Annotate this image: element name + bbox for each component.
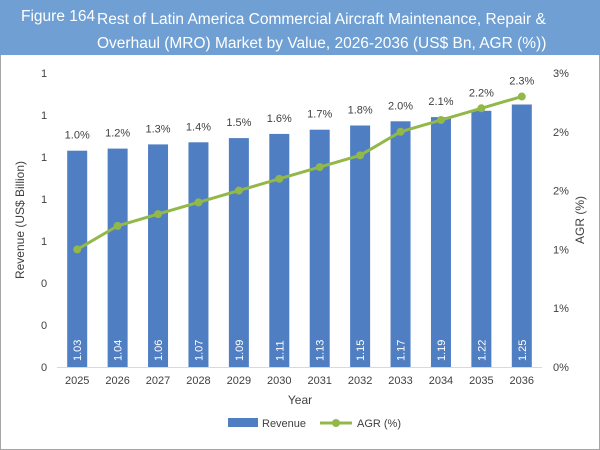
revenue-data-label: 1.13: [315, 340, 327, 361]
agr-data-label: 1.0%: [65, 130, 90, 142]
title-bar: Figure 164 Rest of Latin America Commerc…: [0, 0, 600, 55]
x-tick-label: 2034: [429, 375, 453, 387]
y-tick-label: 1: [41, 194, 47, 206]
revenue-bar: [350, 125, 371, 367]
revenue-bar: [67, 150, 88, 367]
x-tick-label: 2025: [65, 375, 89, 387]
legend-agr-marker: [332, 419, 340, 427]
revenue-bar: [390, 121, 411, 367]
revenue-data-label: 1.17: [396, 340, 408, 361]
y-tick-label: 0: [41, 320, 47, 332]
legend-revenue-swatch: [228, 418, 258, 427]
agr-point: [73, 245, 82, 254]
revenue-bar: [430, 117, 451, 367]
x-tick-label: 2035: [469, 375, 493, 387]
agr-point: [315, 163, 324, 172]
agr-data-label: 2.2%: [469, 87, 494, 99]
agr-data-label: 1.3%: [146, 123, 171, 135]
y-tick-label: 1: [41, 68, 47, 80]
agr-data-label: 1.6%: [267, 113, 292, 125]
y2-tick-label: 3%: [553, 68, 569, 80]
x-tick-label: 2029: [227, 375, 251, 387]
x-tick-label: 2026: [105, 375, 129, 387]
x-tick-label: 2028: [186, 375, 210, 387]
x-tick-label: 2027: [146, 375, 170, 387]
agr-point: [436, 116, 445, 125]
figure-label: Figure 164: [21, 8, 96, 25]
revenue-bar: [228, 138, 249, 367]
revenue-data-label: 1.04: [113, 340, 125, 361]
x-tick-label: 2036: [510, 375, 534, 387]
y2-tick-label: 0%: [553, 362, 569, 374]
y2-tick-label: 2%: [553, 127, 569, 139]
agr-data-label: 1.2%: [105, 128, 130, 140]
y-tick-label: 1: [41, 152, 47, 164]
y-tick-label: 1: [41, 236, 47, 248]
chart-title: Rest of Latin America Commercial Aircraf…: [97, 11, 547, 52]
revenue-data-label: 1.15: [355, 340, 367, 361]
y2-tick-label: 2%: [553, 186, 569, 198]
agr-point: [113, 221, 122, 230]
revenue-data-label: 1.03: [72, 340, 84, 361]
legend-revenue-label: Revenue: [262, 418, 306, 430]
agr-point: [396, 127, 405, 136]
revenue-data-label: 1.19: [436, 340, 448, 361]
agr-point: [275, 174, 284, 183]
agr-data-label: 2.0%: [388, 100, 413, 112]
y-tick-label: 0: [41, 362, 47, 374]
x-tick-label: 2031: [307, 375, 331, 387]
agr-point: [154, 210, 163, 219]
agr-data-label: 1.5%: [226, 117, 251, 129]
x-tick-label: 2030: [267, 375, 291, 387]
revenue-bar: [148, 144, 169, 367]
agr-data-label: 1.7%: [307, 109, 332, 121]
revenue-data-label: 1.09: [234, 340, 246, 361]
agr-data-label: 1.4%: [186, 121, 211, 133]
x-axis-title: Year: [288, 393, 312, 407]
revenue-bar: [511, 104, 532, 367]
x-tick-label: 2033: [388, 375, 412, 387]
y-axis-title: Revenue (US$ Billion): [13, 161, 27, 279]
revenue-data-label: 1.11: [274, 340, 286, 361]
revenue-data-label: 1.06: [153, 340, 165, 361]
agr-point: [517, 92, 526, 101]
y2-axis-title: AGR (%): [573, 196, 587, 244]
revenue-bar: [188, 142, 209, 367]
agr-data-label: 2.3%: [509, 76, 534, 88]
y-tick-label: 1: [41, 110, 47, 122]
legend-agr-label: AGR (%): [357, 418, 401, 430]
revenue-data-label: 1.25: [517, 340, 529, 361]
y2-tick-label: 1%: [553, 303, 569, 315]
agr-data-label: 1.8%: [348, 105, 373, 117]
revenue-data-label: 1.22: [476, 340, 488, 361]
revenue-bar: [309, 129, 330, 367]
revenue-data-label: 1.07: [193, 340, 205, 361]
agr-point: [477, 104, 486, 113]
agr-point: [234, 186, 243, 195]
revenue-bar: [269, 133, 290, 367]
y-tick-label: 0: [41, 278, 47, 290]
y2-tick-label: 1%: [553, 244, 569, 256]
agr-point: [356, 151, 365, 160]
agr-data-label: 2.1%: [428, 96, 453, 108]
revenue-bar: [471, 110, 492, 368]
agr-point: [194, 198, 203, 207]
agr-line: [76, 95, 523, 251]
x-tick-label: 2032: [348, 375, 372, 387]
revenue-bar: [107, 148, 128, 367]
